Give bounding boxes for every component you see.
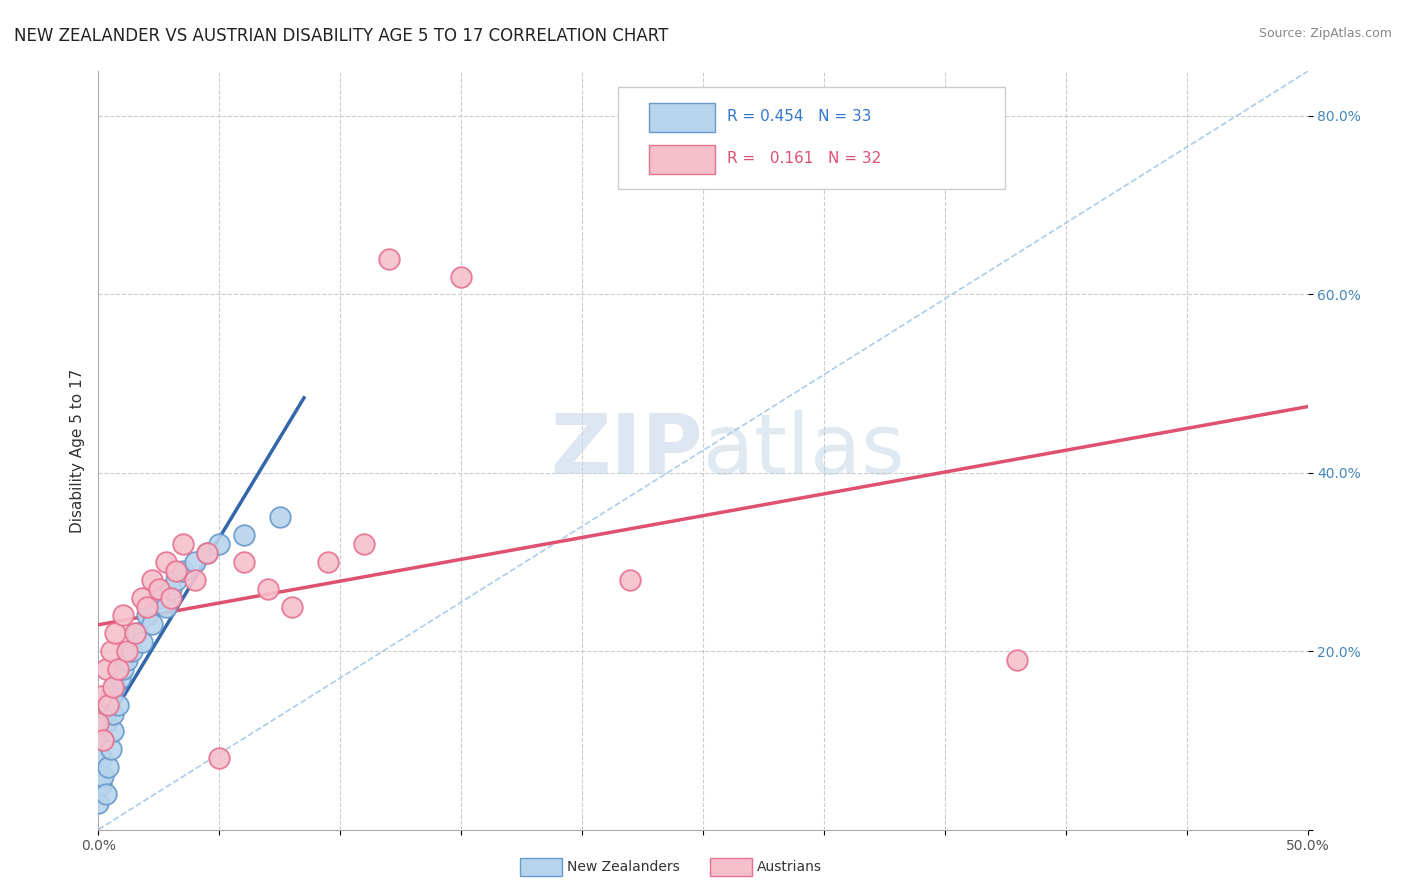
Point [160,582,183,596]
Point [94,715,117,730]
Point [232,555,254,569]
Point [91,769,114,783]
Point [141,573,163,587]
Point [100,742,122,756]
Point [101,724,124,739]
Point [104,680,127,694]
Point [184,573,207,587]
Point [90,751,112,765]
Point [127,626,149,640]
Point [184,555,207,569]
Point [94,787,117,801]
Point [148,582,170,596]
Point [172,537,194,551]
Point [165,573,187,587]
Point [87,715,110,730]
Point [195,546,218,560]
Point [97,760,120,774]
Point [124,626,146,640]
Text: Austrians: Austrians [756,860,821,874]
Point [208,537,231,551]
Bar [648,145,716,174]
Point [101,706,124,721]
Point [100,689,122,703]
Point [90,778,112,792]
Point [100,644,122,658]
Point [353,537,375,551]
Point [160,591,183,605]
Point [101,680,124,694]
Point [208,751,231,765]
Point [316,555,339,569]
FancyBboxPatch shape [619,87,1005,189]
Point [135,599,157,614]
Point [131,591,153,605]
Point [117,644,139,658]
Text: R =   0.161   N = 32: R = 0.161 N = 32 [727,151,882,166]
Point [148,591,170,605]
Point [232,528,254,542]
Point [135,608,157,623]
Point [121,644,143,658]
Point [91,733,114,747]
Point [377,252,399,266]
Point [172,564,194,578]
Point [91,733,114,747]
Text: Source: ZipAtlas.com: Source: ZipAtlas.com [1258,27,1392,40]
Point [107,698,129,712]
Text: New Zealanders: New Zealanders [567,860,679,874]
Point [281,599,304,614]
Point [450,269,472,284]
Y-axis label: Disability Age 5 to 17: Disability Age 5 to 17 [69,368,84,533]
Bar [648,103,716,132]
Point [141,617,163,632]
Point [111,662,134,676]
Point [104,626,127,640]
Text: atlas: atlas [703,410,904,491]
Point [155,555,177,569]
Point [269,510,291,524]
Text: ZIP: ZIP [551,410,703,491]
Point [87,796,110,810]
Point [90,689,112,703]
Point [108,671,131,685]
Point [1007,653,1029,667]
Point [256,582,278,596]
Point [155,599,177,614]
Point [117,653,139,667]
Point [619,573,641,587]
Point [165,564,187,578]
Point [107,662,129,676]
Point [94,662,117,676]
Point [195,546,218,560]
Point [131,635,153,649]
Text: R = 0.454   N = 33: R = 0.454 N = 33 [727,110,872,124]
Point [97,698,120,712]
Point [111,608,134,623]
Text: NEW ZEALANDER VS AUSTRIAN DISABILITY AGE 5 TO 17 CORRELATION CHART: NEW ZEALANDER VS AUSTRIAN DISABILITY AGE… [14,27,668,45]
Point [97,698,120,712]
